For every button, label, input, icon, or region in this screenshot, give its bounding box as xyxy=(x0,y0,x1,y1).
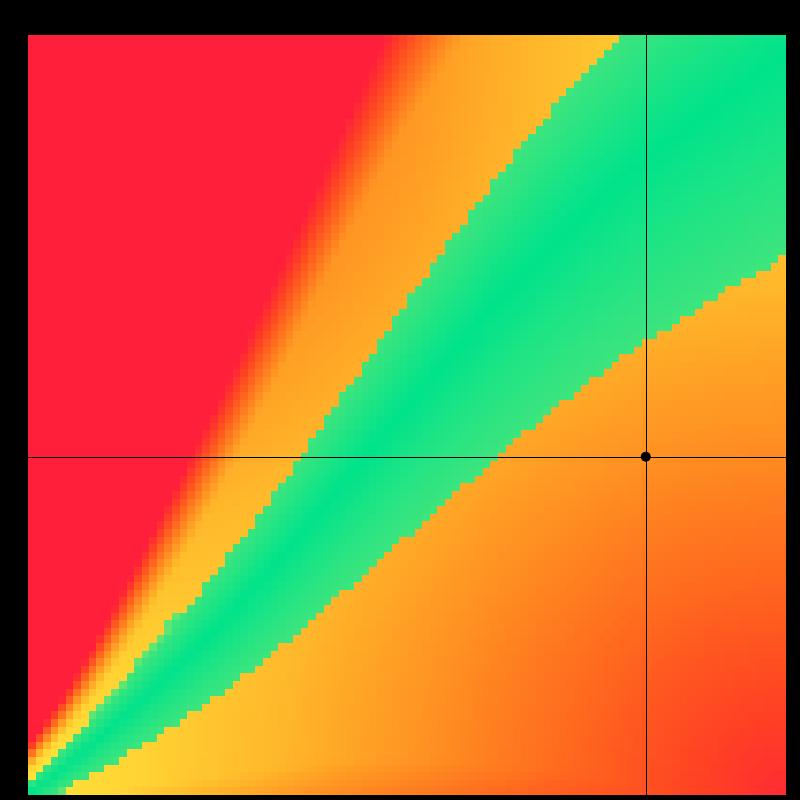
bottleneck-heatmap xyxy=(0,0,800,800)
